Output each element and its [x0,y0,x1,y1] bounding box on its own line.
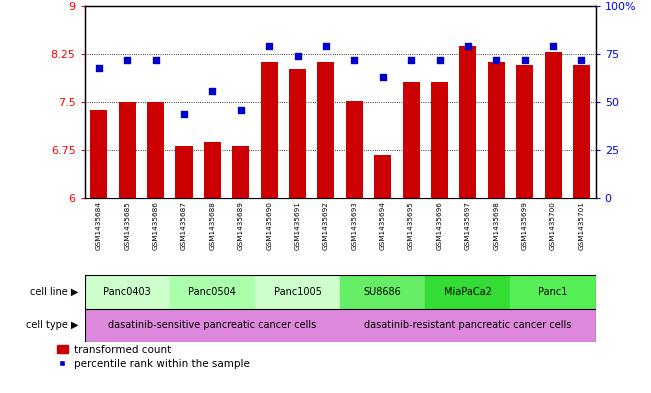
Text: GSM1435694: GSM1435694 [380,201,386,250]
Bar [573,65,590,198]
Point [349,57,359,63]
Point [491,57,501,63]
Point [378,74,388,80]
Point [406,57,417,63]
Text: cell type ▶: cell type ▶ [25,320,78,330]
Text: Panc0504: Panc0504 [188,287,236,297]
Text: GSM1435691: GSM1435691 [294,201,301,250]
Point [264,43,274,50]
Bar [85,309,340,342]
Point [207,88,217,94]
Point [519,57,530,63]
Text: GSM1435697: GSM1435697 [465,201,471,250]
Bar [318,62,335,198]
Text: GSM1435690: GSM1435690 [266,201,272,250]
Text: GSM1435692: GSM1435692 [323,201,329,250]
Bar [340,275,425,309]
Bar [488,62,505,198]
Bar [402,82,420,198]
Bar [374,155,391,198]
Bar [431,82,448,198]
Bar [340,309,596,342]
Bar [260,62,278,198]
Bar [460,46,477,198]
Text: GSM1435688: GSM1435688 [210,201,215,250]
Text: GSM1435685: GSM1435685 [124,201,130,250]
Text: GSM1435693: GSM1435693 [352,201,357,250]
Point [463,43,473,50]
Point [179,110,189,117]
Bar [85,275,170,309]
Point [236,107,246,113]
Bar [516,65,533,198]
Bar [118,102,136,198]
Point [548,43,559,50]
Text: GSM1435687: GSM1435687 [181,201,187,250]
Bar [90,110,107,198]
Text: GSM1435689: GSM1435689 [238,201,243,250]
Bar [255,275,340,309]
Point [576,57,587,63]
Legend: transformed count, percentile rank within the sample: transformed count, percentile rank withi… [57,345,250,369]
Bar [346,101,363,198]
Bar [170,275,255,309]
Text: GSM1435696: GSM1435696 [437,201,443,250]
Point [434,57,445,63]
Bar [510,275,596,309]
Text: GSM1435699: GSM1435699 [521,201,528,250]
Text: dasatinib-sensitive pancreatic cancer cells: dasatinib-sensitive pancreatic cancer ce… [108,320,316,330]
Bar [232,146,249,198]
Text: cell line ▶: cell line ▶ [30,287,78,297]
Bar [147,102,164,198]
Text: Panc0403: Panc0403 [104,287,151,297]
Text: GSM1435686: GSM1435686 [152,201,159,250]
Text: dasatinib-resistant pancreatic cancer cells: dasatinib-resistant pancreatic cancer ce… [364,320,572,330]
Point [321,43,331,50]
Bar [176,146,193,198]
Point [150,57,161,63]
Text: GSM1435695: GSM1435695 [408,201,414,250]
Bar [544,52,562,198]
Text: GSM1435701: GSM1435701 [579,201,585,250]
Bar [289,69,306,198]
Text: SU8686: SU8686 [364,287,402,297]
Point [292,53,303,59]
Text: GSM1435700: GSM1435700 [550,201,556,250]
Bar [425,275,510,309]
Text: Panc1005: Panc1005 [273,287,322,297]
Text: MiaPaCa2: MiaPaCa2 [444,287,492,297]
Text: GSM1435684: GSM1435684 [96,201,102,250]
Text: Panc1: Panc1 [538,287,568,297]
Text: GSM1435698: GSM1435698 [493,201,499,250]
Point [122,57,132,63]
Point [94,64,104,71]
Bar [204,142,221,198]
